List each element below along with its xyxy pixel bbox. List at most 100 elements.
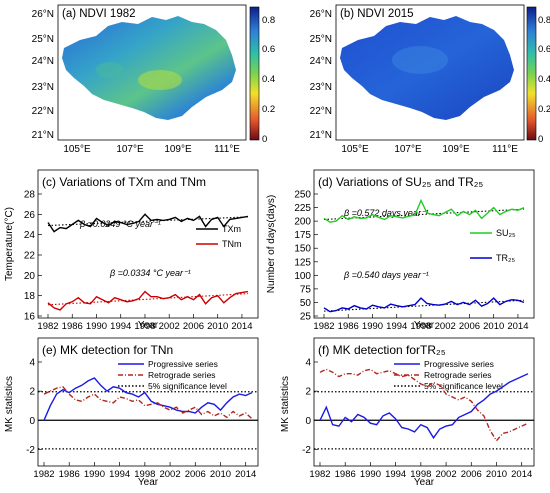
x-tick-label: 2006	[461, 469, 482, 480]
x-tick-label: 1986	[62, 321, 83, 332]
map-a-lat-labels: 26°N 25°N 24°N 23°N 22°N 21°N	[32, 9, 54, 141]
x-tick-label: 1990	[86, 321, 107, 332]
map-a-patch	[96, 62, 124, 78]
lon-label: 107°E	[116, 144, 144, 155]
plot-frame-f	[313, 337, 535, 467]
plot-frame-c	[37, 169, 259, 319]
y-tick-label: 225	[294, 203, 311, 214]
series-line-retrograde-series	[43, 386, 253, 420]
x-tick-label: 1998	[134, 321, 155, 332]
panel-d-title: (d) Variations of SU₂₅ and TR₂₅	[318, 175, 483, 189]
x-tick-label: 2006	[183, 321, 204, 332]
lon-label: 111°E	[492, 144, 518, 155]
series-line-txm	[47, 213, 249, 233]
legend-label-txm: TXm	[222, 224, 241, 234]
chart-panel-d: (d) Variations of SU₂₅ and TR₂₅ Number o…	[266, 169, 535, 332]
series-line-tnm	[47, 290, 249, 311]
x-tick-label: 2014	[507, 321, 528, 332]
panel-e-title: (e) MK detection for TNn	[42, 343, 173, 357]
lat-label: 23°N	[310, 82, 332, 93]
colorbar-a-ticks: 0.8 0.6 0.4 0.2 0	[262, 15, 275, 145]
map-a-patch	[138, 70, 182, 90]
map-a-lon-labels: 105°E 107°E 109°E 111°E	[63, 144, 240, 155]
colorbar-tick: 0.2	[538, 104, 550, 115]
colorbar-tick: 0.2	[262, 104, 275, 115]
x-tick-label: 1994	[110, 321, 131, 332]
y-tick-label: 24	[24, 230, 36, 241]
lat-label: 22°N	[310, 106, 332, 117]
colorbar-tick: 0.8	[262, 15, 275, 26]
legend-label-significance: 5% significance level	[424, 381, 503, 391]
legend-label-su25: SU₂₅	[496, 228, 516, 238]
panel-c-xlabel: Year	[138, 320, 159, 331]
y-tick-label: 0	[29, 416, 35, 427]
panel-c-marks	[47, 213, 249, 311]
y-tick-label: 2	[29, 387, 35, 398]
colorbar-tick: 0.4	[538, 74, 550, 85]
x-tick-label: 1982	[309, 469, 330, 480]
lat-label: 25°N	[310, 34, 332, 45]
x-tick-label: 1998	[134, 469, 155, 480]
y-tick-label: 50	[300, 298, 312, 309]
x-tick-label: 1982	[313, 321, 334, 332]
panel-e-marks	[38, 377, 258, 450]
lat-label: 24°N	[32, 56, 54, 67]
y-tick-label: 18	[24, 291, 36, 302]
panel-f-ylabel: MK statistics	[280, 376, 291, 432]
panel-c-ylabel: Temperature(°C)	[4, 207, 15, 281]
x-tick-label: 2014	[231, 321, 252, 332]
y-tick-label: 0	[305, 416, 311, 427]
y-tick-label: -2	[26, 445, 35, 456]
legend-label-tnm: TNm	[222, 239, 242, 249]
legend-label-retrograde: Retrograde series	[424, 370, 492, 380]
colorbar-b	[526, 6, 537, 141]
y-tick-label: 16	[24, 312, 36, 323]
y-tick-label: 75	[300, 284, 312, 295]
x-tick-label: 1990	[360, 469, 381, 480]
x-tick-label: 2002	[435, 321, 456, 332]
x-tick-label: 2002	[435, 469, 456, 480]
x-tick-label: 1998	[410, 321, 431, 332]
panel-c-legend: TXm TNm	[196, 224, 242, 249]
colorbar-tick: 0.6	[538, 44, 550, 55]
y-tick-label: 25	[300, 312, 312, 323]
y-tick-label: 200	[294, 217, 311, 228]
map-panel-a: (a) NDVI 1982 26°N 25°N 24°N 23°N 22°N 2…	[32, 4, 275, 155]
lon-label: 107°E	[394, 144, 422, 155]
y-tick-label: 150	[294, 244, 311, 255]
panel-e-ylabel: MK statistics	[4, 376, 15, 432]
panel-f-title: (f) MK detection forTR₂₅	[318, 343, 446, 357]
x-tick-label: 1986	[59, 469, 80, 480]
x-tick-label: 1994	[385, 469, 406, 480]
x-tick-label: 1998	[410, 469, 431, 480]
legend-label-progressive: Progressive series	[148, 359, 218, 369]
lat-label: 23°N	[32, 82, 54, 93]
map-b-title: (b) NDVI 2015	[340, 8, 414, 20]
map-panel-b: (b) NDVI 2015 26°N 25°N 24°N 23°N 22°N 2…	[310, 4, 550, 155]
x-tick-label: 2006	[459, 321, 480, 332]
panel-d-annotation-tr25: β =0.540 days year⁻¹	[343, 270, 429, 280]
y-tick-label: 100	[294, 271, 311, 282]
lat-label: 24°N	[310, 56, 332, 67]
y-tick-label: 175	[294, 230, 311, 241]
panel-e-axis-ticks: 4 2 0 -2 1982 1986 1990 1994 1998 2002 2006 2010 201…	[26, 358, 256, 481]
lat-label: 22°N	[32, 106, 54, 117]
y-tick-label: 26	[24, 210, 36, 221]
x-tick-label: 1990	[362, 321, 383, 332]
x-tick-label: 1994	[386, 321, 407, 332]
panel-e-xlabel: Year	[138, 477, 159, 488]
x-tick-label: 2010	[483, 321, 504, 332]
y-tick-label: 250	[294, 190, 311, 201]
series-line-retrograde-series	[319, 368, 529, 442]
colorbar-tick: 0.8	[538, 15, 550, 26]
y-tick-label: 4	[305, 358, 311, 369]
colorbar-tick: 0	[262, 134, 267, 145]
plot-frame-e	[37, 337, 259, 467]
colorbar-tick: 0.4	[262, 74, 275, 85]
x-tick-label: 2014	[511, 469, 532, 480]
y-tick-label: 20	[24, 271, 36, 282]
x-tick-label: 1994	[109, 469, 130, 480]
colorbar-tick: 0	[538, 134, 543, 145]
lat-label: 21°N	[310, 130, 332, 141]
